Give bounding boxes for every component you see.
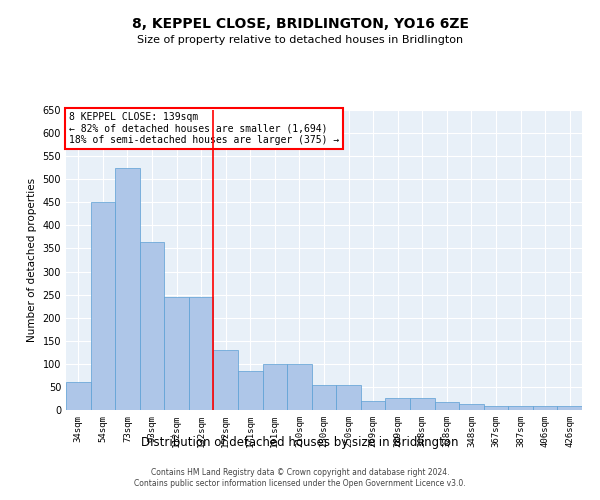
Bar [140, 242, 164, 410]
Text: 8, KEPPEL CLOSE, BRIDLINGTON, YO16 6ZE: 8, KEPPEL CLOSE, BRIDLINGTON, YO16 6ZE [131, 18, 469, 32]
Bar [410, 398, 434, 410]
Bar [557, 406, 582, 410]
Bar [434, 402, 459, 410]
Bar [508, 406, 533, 410]
Bar [91, 202, 115, 410]
Bar [336, 384, 361, 410]
Bar [287, 364, 312, 410]
Bar [115, 168, 140, 410]
Bar [385, 398, 410, 410]
Text: Size of property relative to detached houses in Bridlington: Size of property relative to detached ho… [137, 35, 463, 45]
Bar [66, 382, 91, 410]
Text: 8 KEPPEL CLOSE: 139sqm
← 82% of detached houses are smaller (1,694)
18% of semi-: 8 KEPPEL CLOSE: 139sqm ← 82% of detached… [68, 112, 339, 144]
Bar [361, 401, 385, 410]
Bar [164, 297, 189, 410]
Text: Distribution of detached houses by size in Bridlington: Distribution of detached houses by size … [141, 436, 459, 449]
Bar [214, 350, 238, 410]
Bar [238, 371, 263, 410]
Bar [189, 297, 214, 410]
Bar [263, 364, 287, 410]
Y-axis label: Number of detached properties: Number of detached properties [27, 178, 37, 342]
Bar [484, 406, 508, 410]
Bar [312, 384, 336, 410]
Text: Contains HM Land Registry data © Crown copyright and database right 2024.
Contai: Contains HM Land Registry data © Crown c… [134, 468, 466, 487]
Bar [459, 404, 484, 410]
Bar [533, 406, 557, 410]
